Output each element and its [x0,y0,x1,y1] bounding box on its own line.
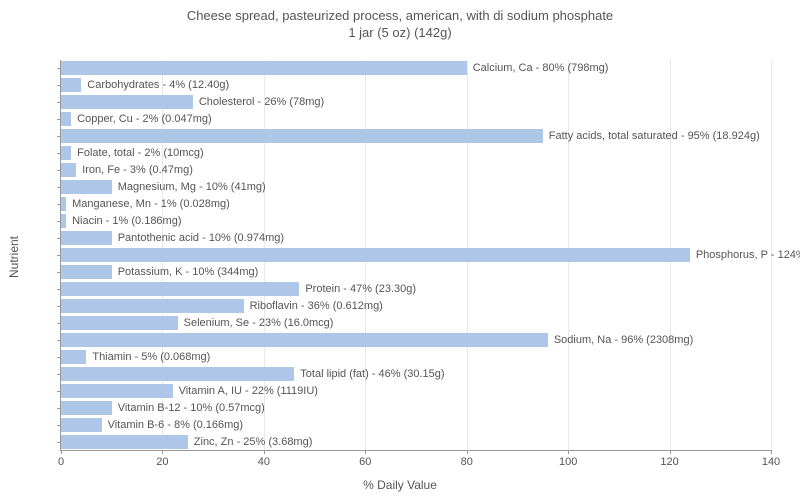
bar-label: Potassium, K - 10% (344mg) [118,266,259,278]
bar-row: Vitamin A, IU - 22% (1119IU) [61,384,318,398]
bar-label: Protein - 47% (23.30g) [305,283,416,295]
bar-row: Sodium, Na - 96% (2308mg) [61,333,693,347]
bar-row: Riboflavin - 36% (0.612mg) [61,299,383,313]
bar-label: Total lipid (fat) - 46% (30.15g) [300,368,444,380]
x-tick-label: 100 [559,456,577,468]
bar-row: Copper, Cu - 2% (0.047mg) [61,112,212,126]
bar-label: Folate, total - 2% (10mcg) [77,147,204,159]
chart-container: Cheese spread, pasteurized process, amer… [0,0,800,500]
bar-row: Zinc, Zn - 25% (3.68mg) [61,435,312,449]
bar-row: Thiamin - 5% (0.068mg) [61,350,210,364]
x-tick-mark [365,450,366,454]
bar [61,299,244,313]
bar-row: Magnesium, Mg - 10% (41mg) [61,180,266,194]
bar-label: Sodium, Na - 96% (2308mg) [554,334,693,346]
x-tick-label: 80 [461,456,473,468]
x-tick-label: 60 [359,456,371,468]
bar [61,350,86,364]
bar [61,95,193,109]
bar-label: Iron, Fe - 3% (0.47mg) [82,164,193,176]
bar-row: Carbohydrates - 4% (12.40g) [61,78,229,92]
bar-label: Pantothenic acid - 10% (0.974mg) [118,232,284,244]
x-axis-label: % Daily Value [363,478,437,492]
bar-label: Copper, Cu - 2% (0.047mg) [77,113,212,125]
bar-label: Vitamin B-6 - 8% (0.166mg) [108,419,244,431]
bar-label: Riboflavin - 36% (0.612mg) [250,300,383,312]
bar [61,418,102,432]
x-tick-mark [162,450,163,454]
bar [61,129,543,143]
bar [61,61,467,75]
bar-row: Calcium, Ca - 80% (798mg) [61,61,608,75]
bar [61,231,112,245]
bar-row: Folate, total - 2% (10mcg) [61,146,204,160]
bar-row: Vitamin B-12 - 10% (0.57mcg) [61,401,265,415]
x-tick-label: 40 [258,456,270,468]
bar [61,214,66,228]
bar [61,78,81,92]
x-tick-mark [61,450,62,454]
x-tick-label: 140 [762,456,780,468]
bar-label: Vitamin A, IU - 22% (1119IU) [179,385,318,397]
bar [61,197,66,211]
bar [61,248,690,262]
bar-label: Cholesterol - 26% (78mg) [199,96,324,108]
bar [61,401,112,415]
bar-row: Vitamin B-6 - 8% (0.166mg) [61,418,243,432]
bar-row: Fatty acids, total saturated - 95% (18.9… [61,129,760,143]
bar-label: Vitamin B-12 - 10% (0.57mcg) [118,402,265,414]
x-tick-label: 20 [156,456,168,468]
bar-row: Manganese, Mn - 1% (0.028mg) [61,197,230,211]
x-tick-mark [771,450,772,454]
bar-row: Iron, Fe - 3% (0.47mg) [61,163,193,177]
y-axis-label: Nutrient [7,236,21,278]
bar-row: Pantothenic acid - 10% (0.974mg) [61,231,284,245]
bar [61,265,112,279]
bar-row: Potassium, K - 10% (344mg) [61,265,258,279]
bar [61,435,188,449]
bar [61,316,178,330]
bar-label: Niacin - 1% (0.186mg) [72,215,181,227]
bar-row: Cholesterol - 26% (78mg) [61,95,324,109]
x-tick-mark [670,450,671,454]
plot-area: 020406080100120140Calcium, Ca - 80% (798… [60,60,771,451]
bar-label: Calcium, Ca - 80% (798mg) [473,62,609,74]
bar-row: Niacin - 1% (0.186mg) [61,214,182,228]
bar-label: Manganese, Mn - 1% (0.028mg) [72,198,230,210]
chart-title: Cheese spread, pasteurized process, amer… [0,0,800,42]
bar [61,146,71,160]
x-tick-label: 120 [660,456,678,468]
bar-label: Thiamin - 5% (0.068mg) [92,351,210,363]
bar [61,163,76,177]
bar-row: Selenium, Se - 23% (16.0mcg) [61,316,333,330]
bar-row: Total lipid (fat) - 46% (30.15g) [61,367,445,381]
x-tick-mark [467,450,468,454]
bar-label: Phosphorus, P - 124% (1242mg) [696,249,800,261]
bar-row: Protein - 47% (23.30g) [61,282,416,296]
bar [61,282,299,296]
bar-row: Phosphorus, P - 124% (1242mg) [61,248,800,262]
bar-label: Carbohydrates - 4% (12.40g) [87,79,229,91]
bar [61,367,294,381]
x-tick-mark [568,450,569,454]
title-line-2: 1 jar (5 oz) (142g) [348,25,451,40]
bar-label: Selenium, Se - 23% (16.0mcg) [184,317,334,329]
bar-label: Magnesium, Mg - 10% (41mg) [118,181,266,193]
bar [61,180,112,194]
bar-label: Fatty acids, total saturated - 95% (18.9… [549,130,760,142]
bar [61,333,548,347]
bar-label: Zinc, Zn - 25% (3.68mg) [194,436,313,448]
x-tick-mark [264,450,265,454]
bar [61,112,71,126]
x-tick-label: 0 [58,456,64,468]
title-line-1: Cheese spread, pasteurized process, amer… [187,8,613,23]
bar [61,384,173,398]
